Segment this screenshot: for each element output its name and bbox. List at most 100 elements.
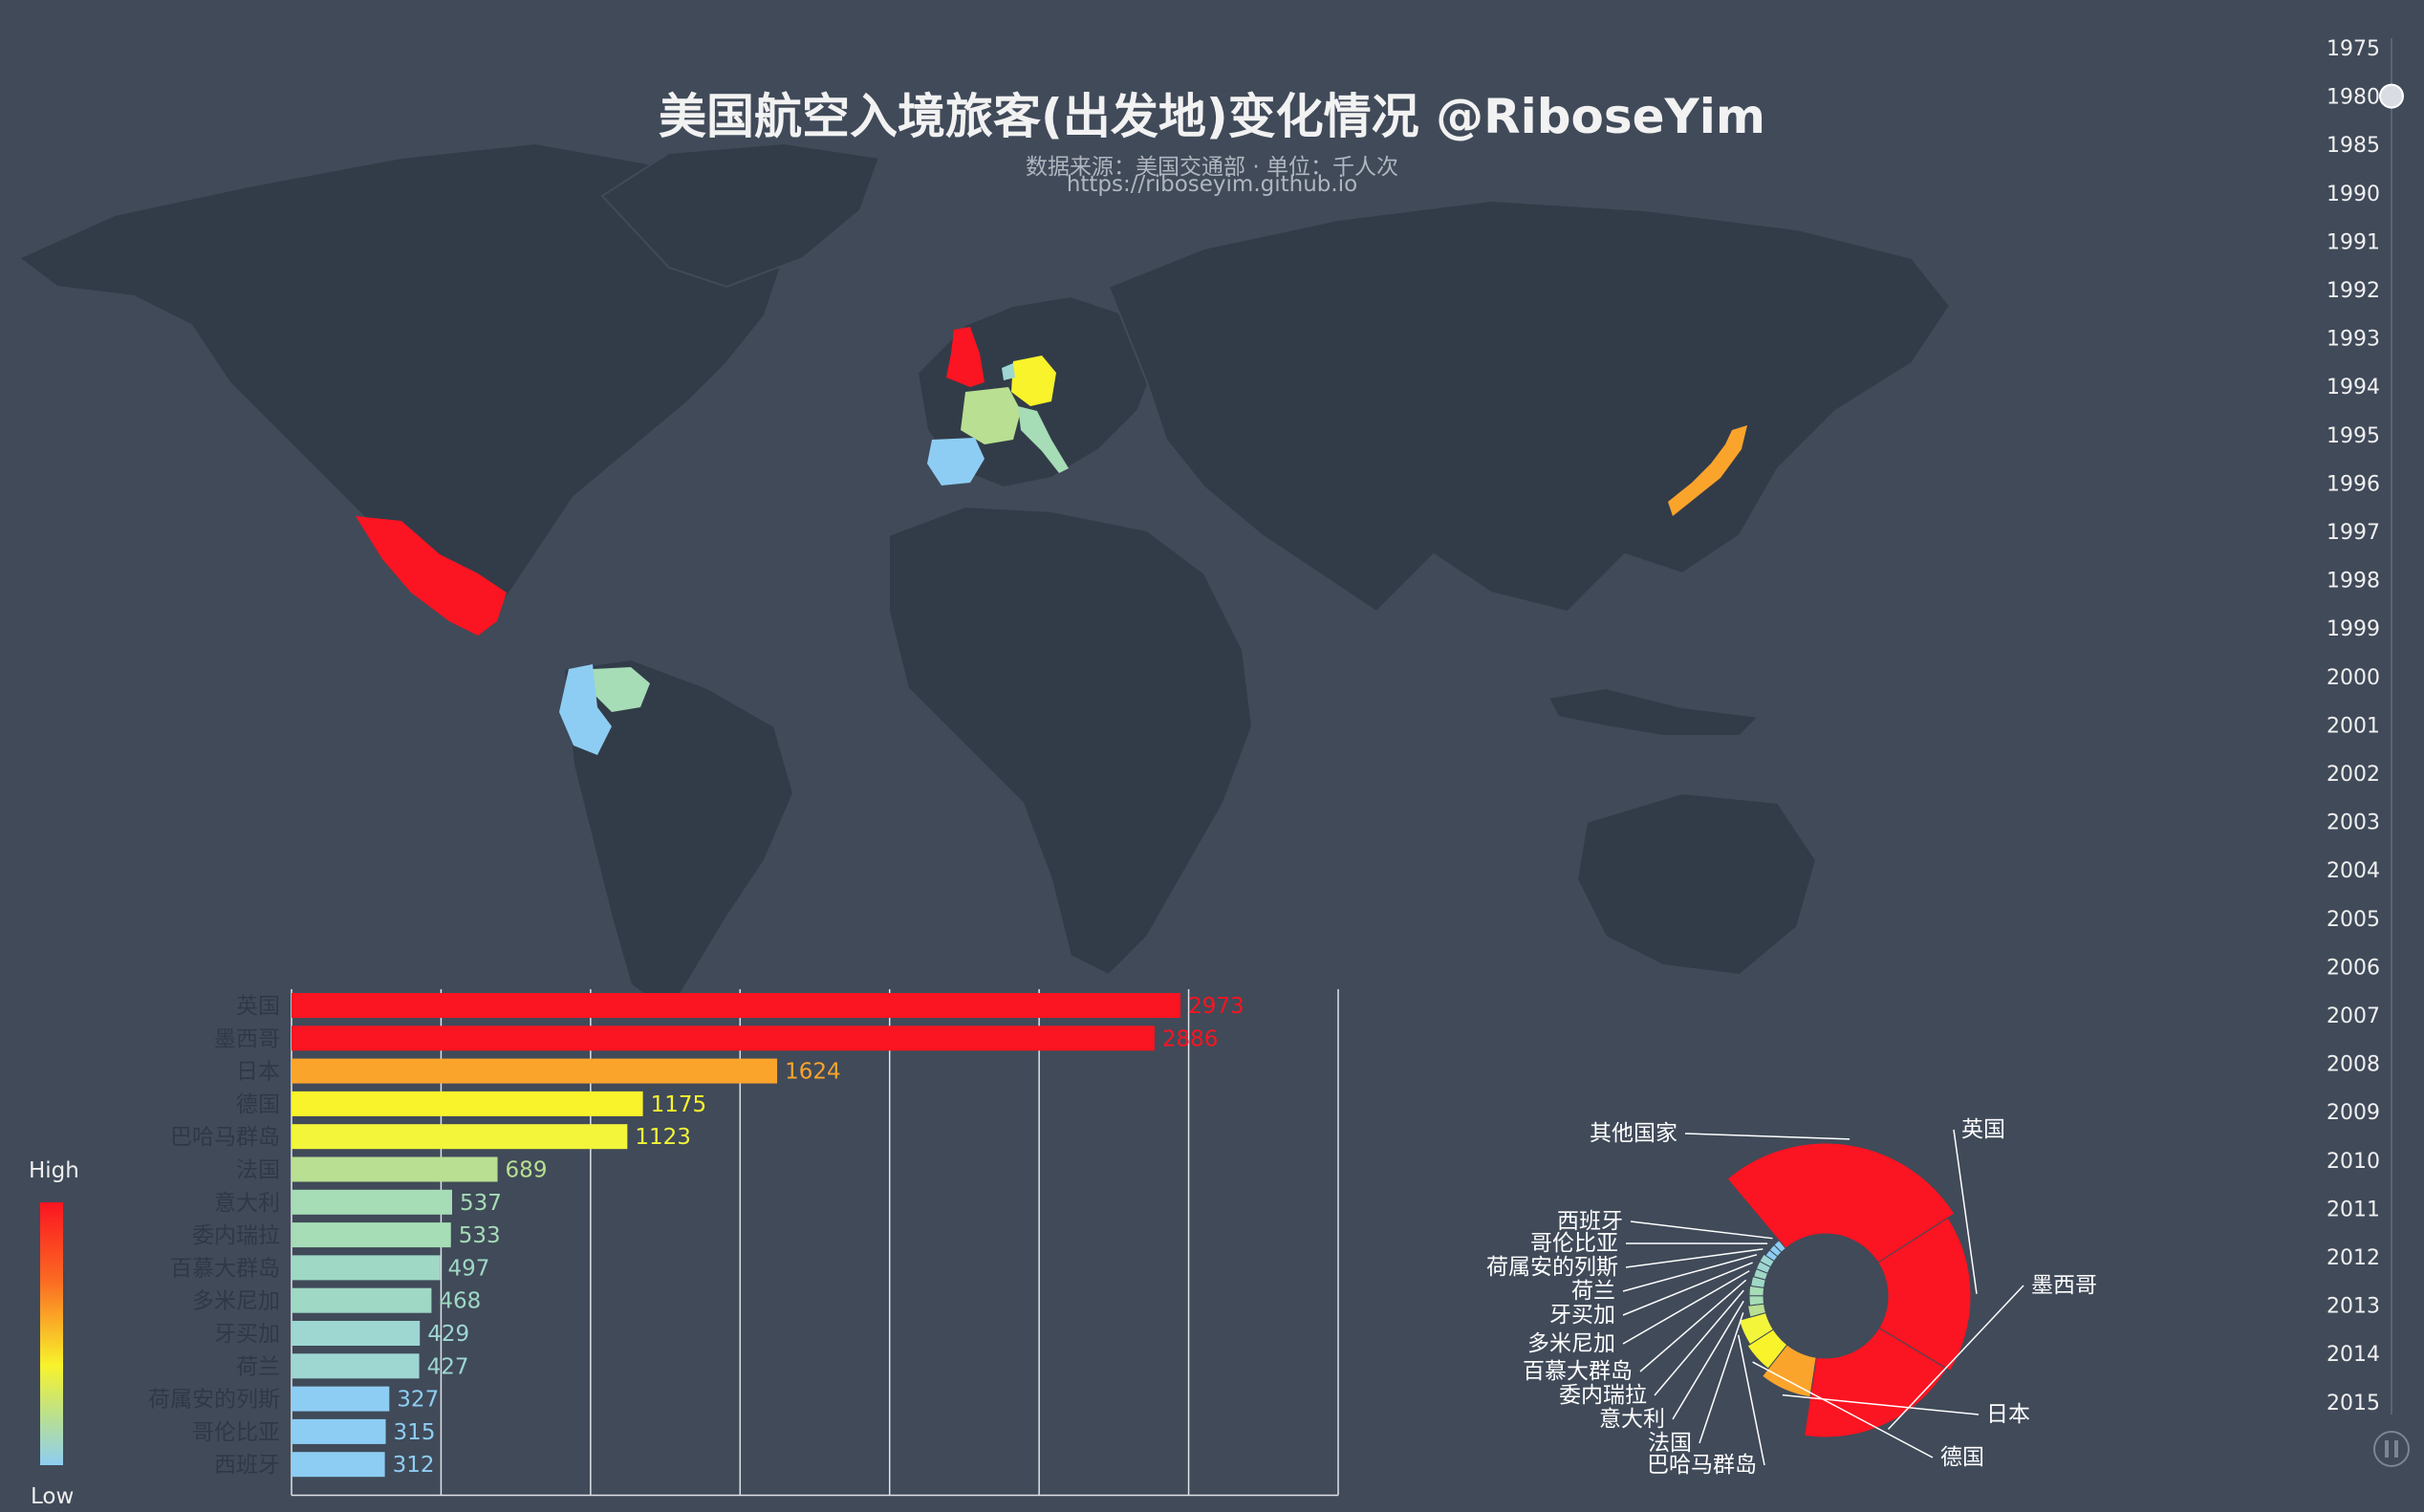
timeline-year-label[interactable]: 2001	[2327, 714, 2380, 738]
pie-slice[interactable]	[1804, 1327, 1948, 1438]
timeline-year-label[interactable]: 1999	[2327, 617, 2380, 641]
timeline-year-label[interactable]: 2008	[2327, 1053, 2380, 1077]
bar[interactable]	[292, 1353, 420, 1379]
country-colombia-shape[interactable]	[559, 664, 612, 755]
pie-slice[interactable]	[1738, 1311, 1774, 1346]
pie-slice[interactable]	[1773, 1240, 1786, 1253]
bar[interactable]	[292, 1124, 628, 1150]
bar[interactable]	[292, 993, 1181, 1018]
timeline-year-label[interactable]: 2000	[2327, 666, 2380, 690]
timeline-year-label[interactable]: 2014	[2327, 1343, 2380, 1367]
bar-value-label: 315	[394, 1420, 436, 1445]
chart-title: 美国航空入境旅客(出发地)变化情况 @RiboseYim	[658, 89, 1765, 144]
bar-category-label: 委内瑞拉	[192, 1223, 280, 1248]
country-uk-shape[interactable]	[946, 327, 985, 387]
bar-category-label: 巴哈马群岛	[170, 1125, 280, 1150]
timeline-year-label[interactable]: 2015	[2327, 1392, 2380, 1415]
bar[interactable]	[292, 1287, 432, 1313]
bar[interactable]	[292, 1386, 390, 1412]
bar-value-label: 468	[439, 1289, 481, 1314]
timeline-year-label[interactable]: 1993	[2327, 328, 2380, 352]
bar-category-label: 牙买加	[214, 1322, 280, 1347]
pie-slice-label: 墨西哥	[2031, 1273, 2097, 1298]
pie-slice[interactable]	[1747, 1303, 1767, 1318]
country-japan-shape[interactable]	[1668, 425, 1747, 516]
bar-category-label: 意大利	[214, 1191, 280, 1216]
greenland-shape[interactable]	[600, 141, 881, 289]
timeline-year-label[interactable]: 2009	[2327, 1101, 2380, 1125]
visual-map-low-label: Low	[31, 1484, 75, 1509]
timeline-year-label[interactable]: 2006	[2327, 956, 2380, 980]
country-italy-shape[interactable]	[1018, 406, 1069, 473]
timeline-year-label[interactable]: 2007	[2327, 1004, 2380, 1028]
timeline-year-label[interactable]: 2011	[2327, 1198, 2380, 1221]
country-venezuela-shape[interactable]	[593, 667, 650, 712]
bar[interactable]	[292, 1321, 421, 1346]
timeline-year-label[interactable]: 2013	[2327, 1295, 2380, 1319]
play-pause-button[interactable]	[2373, 1431, 2410, 1467]
bar[interactable]	[292, 1026, 1155, 1051]
country-france-shape[interactable]	[961, 387, 1021, 444]
pie-slice-label: 德国	[1940, 1445, 1984, 1470]
timeline-year-label[interactable]: 1995	[2327, 424, 2380, 448]
timeline-year-label[interactable]: 2002	[2327, 763, 2380, 787]
bar[interactable]	[292, 1255, 441, 1281]
bar-category-label: 西班牙	[214, 1453, 280, 1478]
timeline-year-label[interactable]: 1980	[2327, 86, 2380, 110]
timeline-year-label[interactable]: 2003	[2327, 811, 2380, 835]
pie-slice-label: 法国	[1648, 1431, 1692, 1456]
timeline-year-label[interactable]: 1992	[2327, 279, 2380, 303]
south-america-shape[interactable]	[562, 658, 795, 1015]
pie-slice[interactable]	[1726, 1142, 1956, 1264]
pie-label-line	[1699, 1312, 1744, 1444]
pie-label-line	[1622, 1270, 1750, 1345]
timeline-year-label[interactable]: 2004	[2327, 859, 2380, 883]
bar-value-label: 689	[506, 1158, 548, 1183]
pie-slice[interactable]	[1759, 1253, 1775, 1268]
country-mexico-shape[interactable]	[356, 516, 507, 636]
visual-map-gradient[interactable]	[40, 1202, 63, 1465]
timeline-year-label[interactable]: 1998	[2327, 570, 2380, 594]
north-america-shape[interactable]	[17, 141, 786, 633]
bar[interactable]	[292, 1189, 453, 1215]
pie-slice[interactable]	[1748, 1285, 1765, 1297]
timeline-year-label[interactable]: 1994	[2327, 376, 2380, 400]
bar[interactable]	[292, 1222, 451, 1248]
country-spain-shape[interactable]	[927, 438, 985, 486]
bar[interactable]	[292, 1091, 643, 1116]
pie-slice[interactable]	[1761, 1344, 1817, 1398]
country-netherlands-shape[interactable]	[1002, 363, 1015, 380]
bar-value-label: 2886	[1162, 1026, 1219, 1051]
timeline-year-label[interactable]: 2012	[2327, 1246, 2380, 1270]
chart-subtitle-url[interactable]: https://riboseyim.github.io	[1066, 172, 1358, 197]
bar-category-label: 荷属安的列斯	[148, 1388, 280, 1413]
timeline-year-label[interactable]: 2010	[2327, 1150, 2380, 1174]
timeline-year-label[interactable]: 1996	[2327, 472, 2380, 496]
pie-slice-label: 牙买加	[1549, 1303, 1615, 1328]
country-germany-shape[interactable]	[1011, 356, 1056, 406]
pie-slice-label: 多米尼加	[1527, 1331, 1615, 1356]
australia-shape[interactable]	[1575, 791, 1818, 977]
timeline-current-handle[interactable]	[2379, 83, 2404, 109]
timeline-year-label[interactable]: 1991	[2327, 230, 2380, 254]
timeline-year-label[interactable]: 1997	[2327, 521, 2380, 545]
bar[interactable]	[292, 1452, 385, 1478]
timeline-year-label[interactable]: 1975	[2327, 37, 2380, 61]
pie-slice-label: 英国	[1961, 1117, 2005, 1142]
bar[interactable]	[292, 1418, 386, 1444]
timeline-year-label[interactable]: 2005	[2327, 908, 2380, 932]
pie-label-line	[1622, 1254, 1758, 1292]
africa-shape[interactable]	[888, 505, 1254, 977]
bar-value-label: 537	[460, 1191, 502, 1216]
pie-slice[interactable]	[1746, 1328, 1788, 1370]
indonesia-shape[interactable]	[1547, 686, 1762, 737]
pie-label-line	[1672, 1300, 1744, 1420]
bar[interactable]	[292, 1156, 498, 1182]
asia-shape[interactable]	[1107, 199, 1952, 614]
bar[interactable]	[292, 1058, 778, 1084]
timeline-year-label[interactable]: 1990	[2327, 183, 2380, 206]
bar-value-label: 2973	[1188, 994, 1244, 1019]
timeline-year-label[interactable]: 1985	[2327, 134, 2380, 158]
